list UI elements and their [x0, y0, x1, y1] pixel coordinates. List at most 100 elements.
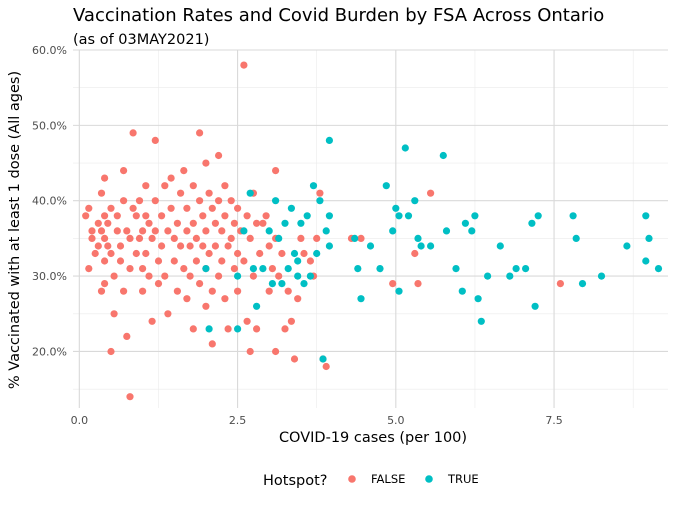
data-point-false [158, 242, 166, 250]
data-point-false [221, 212, 229, 220]
data-point-true [528, 219, 536, 227]
y-tick-label: 30.0% [32, 270, 67, 283]
data-point-false [126, 393, 134, 401]
y-axis-label: % Vaccinated with at least 1 dose (All a… [7, 71, 23, 389]
data-point-false [196, 129, 204, 137]
data-point-true [294, 272, 302, 280]
data-point-false [120, 287, 128, 295]
data-point-false [189, 182, 197, 190]
data-point-false [208, 340, 216, 348]
data-point-false [173, 219, 181, 227]
data-point-false [230, 219, 238, 227]
data-point-false [313, 234, 321, 242]
data-point-false [208, 287, 216, 295]
x-tick-label: 2.5 [229, 414, 247, 427]
data-point-false [177, 189, 185, 197]
data-point-true [461, 219, 469, 227]
legend-title: Hotspot? [263, 473, 327, 489]
data-point-false [183, 295, 191, 303]
data-point-false [268, 265, 276, 273]
data-point-true [275, 234, 283, 242]
data-point-true [202, 265, 210, 273]
y-tick-labels: 20.0% 30.0% 40.0% 50.0% 60.0% [32, 44, 67, 358]
data-point-false [234, 287, 242, 295]
data-point-false [120, 167, 128, 175]
data-point-false [107, 204, 115, 212]
data-point-false [215, 197, 223, 205]
data-point-false [104, 219, 112, 227]
data-point-false [208, 204, 216, 212]
data-point-false [116, 257, 125, 265]
y-tick-label: 40.0% [32, 195, 67, 208]
data-point-false [97, 287, 106, 295]
data-point-false [275, 272, 283, 280]
data-point-false [221, 295, 229, 303]
data-point-true [306, 272, 314, 280]
data-point-false [287, 317, 295, 325]
data-point-false [218, 257, 226, 265]
data-point-false [101, 280, 109, 288]
data-point-false [101, 257, 109, 265]
data-point-false [221, 182, 229, 190]
data-point-false [177, 242, 185, 250]
data-point-false [249, 272, 257, 280]
data-point-true [395, 287, 403, 295]
data-point-false [215, 272, 223, 280]
data-point-false [243, 212, 251, 220]
data-point-false [110, 272, 118, 280]
data-point-false [129, 204, 137, 212]
data-point-true [452, 265, 460, 273]
data-point-true [357, 295, 365, 303]
data-point-false [97, 189, 106, 197]
data-point-false [205, 249, 213, 258]
data-point-false [316, 189, 324, 197]
data-point-true [351, 234, 359, 242]
data-point-false [218, 227, 226, 235]
data-point-false [199, 212, 207, 220]
data-point-true [259, 265, 267, 273]
data-point-false [183, 227, 191, 235]
data-point-false [253, 219, 261, 227]
data-point-false [259, 219, 267, 227]
data-point-true [569, 212, 577, 220]
x-tick-label: 7.5 [545, 414, 563, 427]
data-point-true [234, 325, 242, 333]
data-point-false [294, 295, 302, 303]
data-point-false [215, 151, 223, 160]
data-point-true [439, 151, 447, 160]
data-point-false [164, 227, 172, 235]
data-point-false [139, 287, 147, 295]
data-point-false [91, 249, 99, 258]
data-point-false [148, 317, 156, 325]
legend-key-false [348, 475, 356, 483]
x-axis-label: COVID-19 cases (per 100) [279, 430, 467, 446]
data-point-true [512, 265, 520, 273]
legend-label-false: FALSE [371, 472, 405, 486]
data-point-false [142, 182, 150, 190]
data-point-false [97, 227, 106, 235]
data-point-false [145, 272, 153, 280]
data-point-false [243, 317, 251, 325]
data-point-false [132, 249, 140, 258]
data-point-false [104, 242, 112, 250]
data-point-false [170, 257, 178, 265]
data-point-false [107, 347, 115, 356]
chart-subtitle: (as of 03MAY2021) [73, 32, 209, 48]
data-point-true [654, 265, 663, 273]
data-point-true [246, 189, 254, 197]
data-point-false [281, 325, 289, 333]
data-point-false [265, 242, 273, 250]
data-point-true [272, 197, 280, 205]
data-point-false [192, 257, 200, 265]
data-point-false [186, 272, 194, 280]
data-point-false [196, 197, 204, 205]
data-point-false [101, 174, 109, 182]
data-point-true [253, 302, 261, 310]
data-point-true [382, 182, 390, 190]
data-point-true [411, 197, 419, 205]
data-point-false [120, 197, 128, 205]
data-point-false [161, 272, 169, 280]
data-point-false [202, 159, 210, 167]
data-point-true [468, 227, 476, 235]
